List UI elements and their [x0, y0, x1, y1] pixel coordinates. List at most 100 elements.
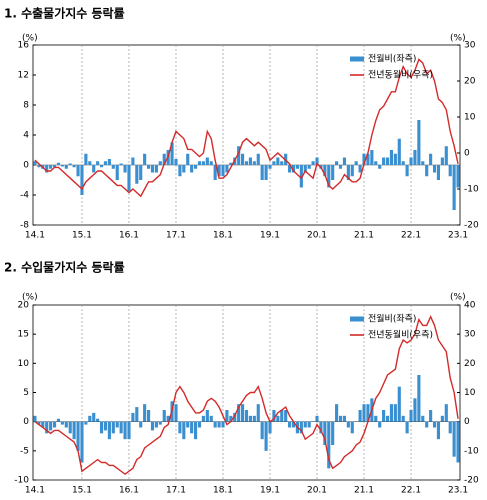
bar: [276, 415, 280, 422]
bar: [346, 165, 350, 180]
chart-title: 2. 수입물가지수 등락률: [4, 260, 125, 275]
x-tick-label: 14.1: [25, 486, 45, 496]
bar: [417, 120, 421, 165]
bar: [111, 165, 115, 169]
bar: [362, 153, 366, 165]
bar: [323, 165, 327, 177]
x-tick-label: 23.1: [448, 486, 468, 496]
bar: [338, 165, 343, 169]
legend-label: 전월비(좌측): [368, 53, 416, 65]
bar: [448, 165, 452, 177]
bar: [385, 415, 390, 422]
x-tick-label: 19.1: [260, 231, 280, 241]
bar: [162, 153, 166, 165]
bar: [111, 421, 115, 434]
bar: [68, 163, 72, 165]
y-tick-label: 20: [18, 301, 30, 311]
bar: [303, 421, 307, 428]
bar: [413, 398, 417, 422]
bar: [146, 410, 151, 422]
bar: [64, 165, 68, 169]
bar: [186, 421, 190, 428]
y2-unit: (%): [450, 293, 466, 303]
bar: [409, 157, 413, 165]
bar: [213, 421, 217, 428]
y-tick-label: 0: [23, 161, 29, 171]
bar: [72, 165, 76, 168]
bar: [96, 418, 100, 422]
bar: [413, 150, 417, 165]
bar: [154, 165, 158, 173]
bar: [436, 165, 441, 180]
legend-label: 전년동월비(우측): [368, 69, 433, 81]
bar: [393, 404, 397, 422]
bar: [221, 165, 225, 177]
bar: [60, 421, 64, 425]
x-tick-label: 14.1: [25, 231, 45, 241]
y-tick-label: 15: [18, 330, 29, 340]
bar: [68, 421, 72, 434]
bar: [268, 165, 272, 169]
bar: [209, 161, 213, 165]
bar: [382, 157, 386, 165]
bar: [456, 165, 460, 188]
bar: [158, 421, 162, 425]
x-tick-label: 22.1: [401, 231, 421, 241]
bar: [99, 421, 104, 434]
bar: [299, 165, 303, 188]
bar: [397, 386, 401, 422]
bar: [115, 421, 119, 428]
y2-tick-label: -10: [464, 446, 479, 456]
bar: [127, 165, 131, 192]
x-tick-label: 17.1: [166, 231, 186, 241]
bar: [135, 407, 139, 422]
bar: [421, 415, 425, 422]
y-tick-label: 5: [23, 388, 29, 398]
bar: [37, 421, 41, 425]
y-tick-label: 0: [23, 417, 29, 427]
y2-tick-label: -10: [464, 185, 479, 195]
bar: [123, 165, 127, 173]
x-tick-label: 20.1: [307, 231, 327, 241]
legend-label: 전월비(좌측): [368, 313, 416, 325]
y2-tick-label: -20: [464, 221, 479, 231]
y-tick-label: 4: [23, 131, 29, 141]
bar: [174, 159, 178, 165]
bar: [252, 161, 256, 165]
bar: [182, 421, 186, 440]
bar: [432, 165, 437, 173]
bar: [456, 421, 460, 463]
bar: [256, 404, 260, 422]
bar: [205, 157, 209, 165]
bar: [213, 165, 217, 180]
bar: [33, 161, 37, 165]
bar: [444, 404, 448, 422]
bar: [331, 421, 335, 445]
bar: [315, 157, 319, 165]
bar: [80, 165, 84, 195]
bar: [350, 421, 354, 434]
bar: [49, 421, 53, 431]
y-tick-label: 16: [18, 41, 30, 51]
bar: [405, 165, 409, 177]
y2-tick-label: 30: [464, 41, 476, 51]
bar: [154, 421, 158, 428]
bar: [276, 157, 280, 165]
bar: [378, 421, 382, 428]
bar: [260, 421, 264, 440]
bar: [448, 421, 452, 434]
x-tick-label: 17.1: [166, 486, 186, 496]
bar: [146, 165, 151, 169]
bar: [350, 165, 354, 177]
bar: [139, 165, 143, 180]
bar: [139, 421, 143, 428]
bar: [327, 421, 331, 469]
bar: [143, 404, 147, 422]
y-tick-label: 10: [18, 359, 30, 369]
bar: [72, 421, 76, 440]
x-tick-label: 15.1: [72, 486, 92, 496]
bar: [237, 146, 241, 165]
bar: [429, 410, 433, 422]
